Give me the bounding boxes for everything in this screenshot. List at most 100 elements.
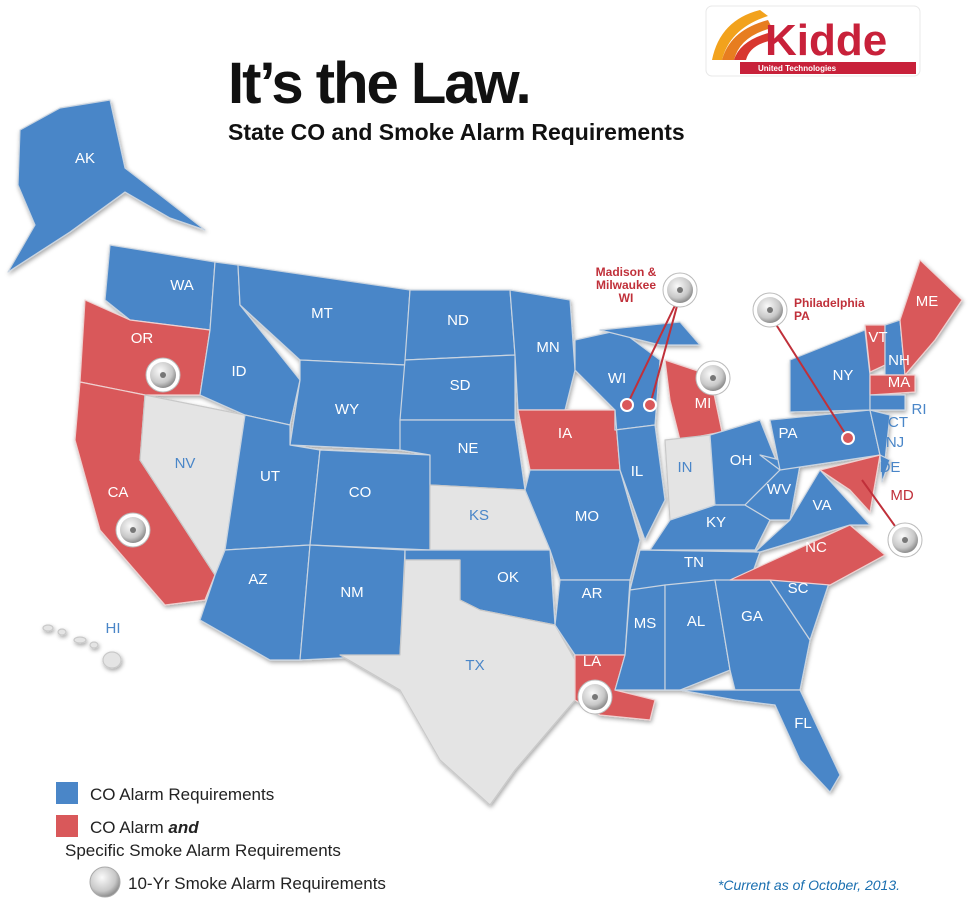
- state-label: CA: [108, 484, 129, 501]
- legend-swatch: [56, 815, 78, 837]
- us-map: [7, 99, 963, 806]
- state-label: FL: [794, 715, 812, 732]
- callout-philadelphia: Philadelphia PA: [794, 296, 865, 323]
- state-shape: [869, 374, 916, 396]
- state-shape: [729, 524, 886, 586]
- callout-madison: Madison & Milwaukee WI: [596, 265, 657, 305]
- state-label: NV: [175, 455, 196, 472]
- state-shape: [664, 579, 731, 691]
- state-label: CT: [888, 414, 908, 431]
- state-label: GA: [741, 608, 763, 625]
- state-label: HI: [106, 620, 121, 637]
- state-label: ID: [232, 363, 247, 380]
- legend-label-part: CO Alarm: [90, 818, 164, 837]
- logo: Kidde United Technologies: [705, 5, 921, 77]
- state-label: WY: [335, 401, 359, 418]
- state-label: IN: [678, 459, 693, 476]
- hawaii: [42, 624, 122, 669]
- smoke-detector-icon: [577, 679, 613, 715]
- state-label: NC: [805, 539, 827, 556]
- smoke-detector-icon: [752, 292, 788, 328]
- city-dots: [620, 398, 855, 445]
- state-label: MS: [634, 615, 657, 632]
- state-label: AK: [75, 150, 95, 167]
- state-label: NM: [340, 584, 363, 601]
- smoke-detector-icon: [145, 357, 181, 393]
- state-shape: [7, 99, 206, 273]
- state-shape: [819, 454, 881, 513]
- state-label: WA: [170, 277, 194, 294]
- callout-line: PA: [794, 309, 810, 323]
- state-label: MD: [890, 487, 913, 504]
- state-label: AZ: [248, 571, 267, 588]
- state-shape: [614, 584, 666, 691]
- state-label: WI: [608, 370, 626, 387]
- state-label: OR: [131, 330, 154, 347]
- state-label: ME: [916, 293, 939, 310]
- detectors: [115, 272, 923, 715]
- callout-line: Madison &: [596, 265, 657, 279]
- state-label: IL: [631, 463, 644, 480]
- state-label: VA: [813, 497, 832, 514]
- state-label: MO: [575, 508, 599, 525]
- state-label: PA: [779, 425, 798, 442]
- state-labels: AK WA OR CA NV ID MT WY UT CO AZ NM ND SD NE KS OK TX MN IA…: [75, 150, 938, 732]
- state-label: NH: [888, 352, 910, 369]
- state-label: TX: [465, 657, 484, 674]
- state-shape: [869, 394, 906, 411]
- state-label: MT: [311, 305, 333, 322]
- logo-subtext: United Technologies: [758, 64, 837, 73]
- smoke-detector-icon: [695, 360, 731, 396]
- logo-text: Kidde: [765, 16, 887, 65]
- state-label: RI: [912, 401, 927, 418]
- state-label: OH: [730, 452, 753, 469]
- legend-label: Specific Smoke Alarm Requirements: [65, 841, 341, 860]
- state-shape: [339, 559, 576, 806]
- state-label: LA: [583, 653, 601, 670]
- state-label: KS: [469, 507, 489, 524]
- state-label: ND: [447, 312, 469, 329]
- state-shape: [899, 259, 963, 376]
- title: It’s the Law.: [228, 51, 530, 116]
- footnote: *Current as of October, 2013.: [718, 877, 900, 893]
- state-label: NE: [458, 440, 479, 457]
- state-label: MI: [695, 395, 712, 412]
- legend-label-part: and: [168, 818, 199, 837]
- legend-label: 10-Yr Smoke Alarm Requirements: [128, 874, 386, 893]
- state-label: WV: [767, 481, 791, 498]
- state-label: NJ: [886, 434, 904, 451]
- smoke-detector-icon: [662, 272, 698, 308]
- state-label: UT: [260, 468, 280, 485]
- state-label: IA: [558, 425, 572, 442]
- state-label: MN: [536, 339, 559, 356]
- state-label: SC: [788, 580, 809, 597]
- state-label: TN: [684, 554, 704, 571]
- state-label: AR: [582, 585, 603, 602]
- state-shape: [299, 544, 406, 661]
- smoke-detector-icon: [115, 512, 151, 548]
- state-label: CO: [349, 484, 372, 501]
- legend-detector: [89, 866, 121, 898]
- state-label: NY: [833, 367, 854, 384]
- state-shape: [614, 409, 666, 541]
- state-label: MA: [888, 374, 911, 391]
- legend-label: CO Alarm Requirements: [90, 785, 274, 804]
- callout-line: Philadelphia: [794, 296, 865, 310]
- state-label: DE: [880, 459, 901, 476]
- smoke-detector-icon: [887, 522, 923, 558]
- callout-line: WI: [619, 291, 634, 305]
- state-label: OK: [497, 569, 519, 586]
- legend-swatch: [56, 782, 78, 804]
- callout-line: Milwaukee: [596, 278, 656, 292]
- subtitle: State CO and Smoke Alarm Requirements: [228, 119, 685, 145]
- state-label: VT: [868, 329, 887, 346]
- state-shape: [599, 321, 701, 346]
- state-label: AL: [687, 613, 705, 630]
- state-shape: [789, 329, 871, 413]
- state-label: KY: [706, 514, 726, 531]
- state-shape: [679, 689, 841, 793]
- state-shape: [879, 454, 891, 483]
- state-label: SD: [450, 377, 471, 394]
